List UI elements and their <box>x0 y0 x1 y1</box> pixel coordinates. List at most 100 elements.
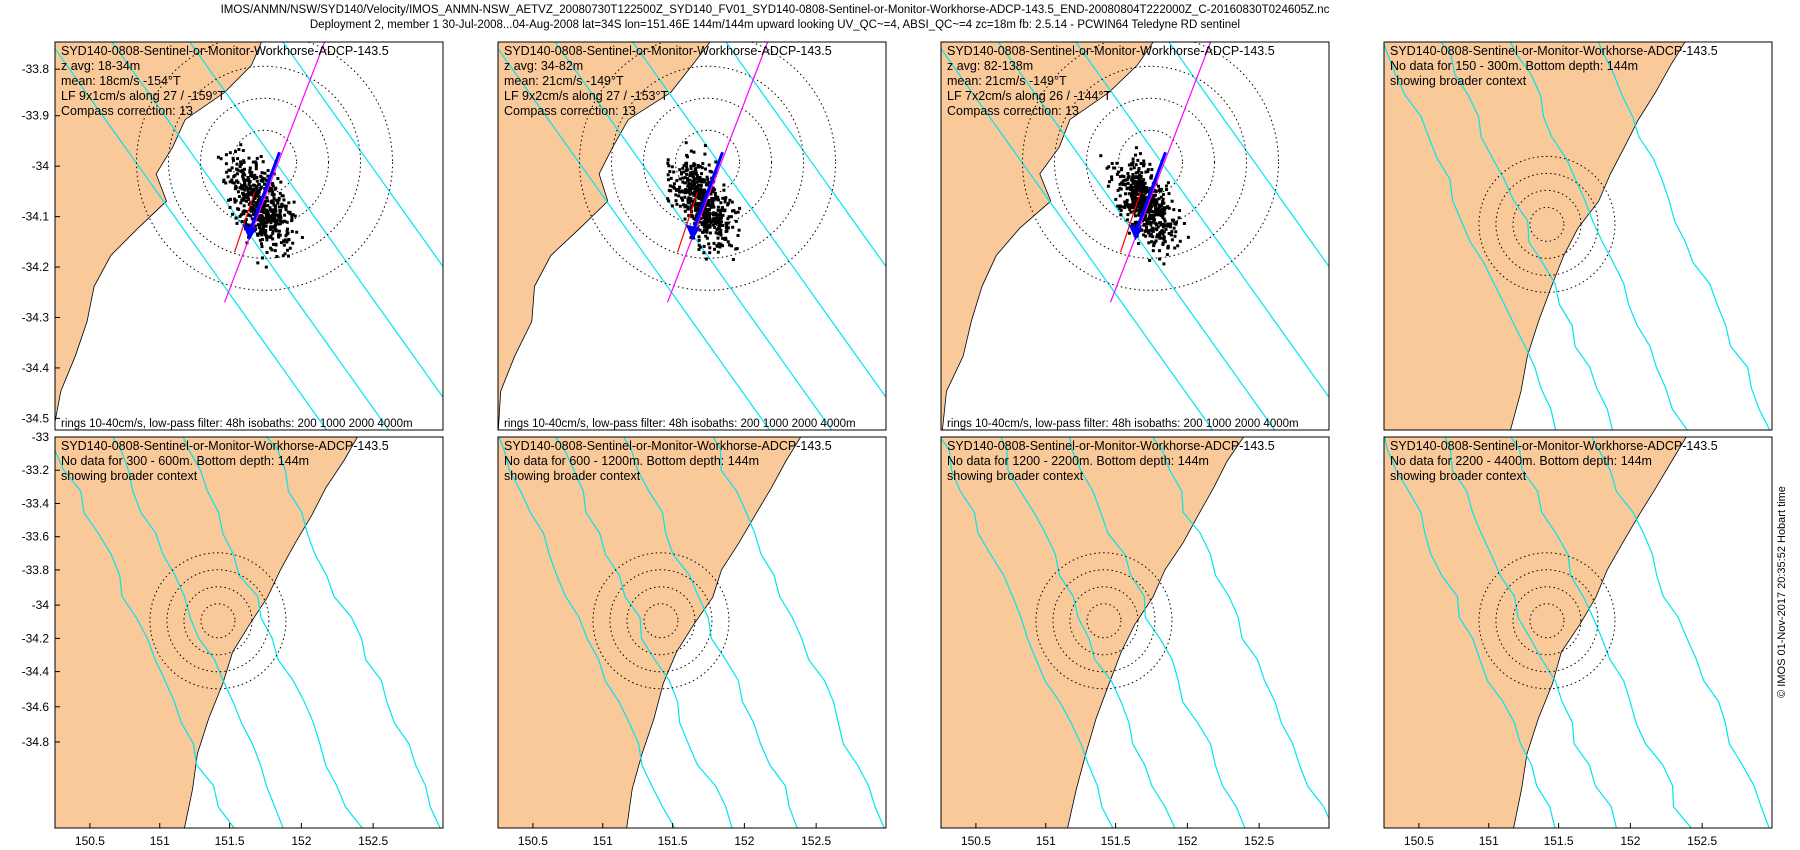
y-tick-label: -34.5 <box>22 411 50 425</box>
isobath-2 <box>997 42 1276 430</box>
panel-label-line-4: LF 7x2cm/s along 26 / -144°T <box>947 89 1111 103</box>
panel-label-line-2: No data for 1200 - 2200m. Bottom depth: … <box>947 454 1209 468</box>
x-tick-label: 152 <box>1620 834 1640 848</box>
land-coastline <box>1384 437 1687 828</box>
isobath-2 <box>554 42 833 430</box>
speed-ring-2 <box>1069 586 1139 656</box>
isobath-3 <box>622 437 798 828</box>
x-tick-label: 152.5 <box>1687 834 1717 848</box>
isobath-1 <box>1384 42 1557 430</box>
panel-frame <box>940 41 1330 431</box>
panel-label-line-3: mean: 21cm/s -149°T <box>947 74 1067 88</box>
panel-label-line-3: mean: 21cm/s -149°T <box>504 74 624 88</box>
panel-frame <box>497 41 887 431</box>
mean-velocity-arrow <box>691 151 724 233</box>
panel-frame <box>54 436 444 829</box>
panel-text: SYD140-0808-Sentinel-or-Monitor-Workhors… <box>1390 44 1718 88</box>
mean-arrow-head <box>242 224 257 241</box>
isobath-3 <box>189 42 443 399</box>
panel-label-line-1: SYD140-0808-Sentinel-or-Monitor-Workhors… <box>61 439 389 453</box>
panel-label-line-2: No data for 300 - 600m. Bottom depth: 14… <box>61 454 309 468</box>
land-coastline <box>1384 42 1686 430</box>
isobath-3 <box>632 42 886 399</box>
y-tick-label: -34 <box>32 159 50 173</box>
y-tick-label: -34.2 <box>22 631 50 645</box>
panel-label-line-5: Compass correction: 13 <box>947 104 1079 118</box>
panel-label-line-1: SYD140-0808-Sentinel-or-Monitor-Workhors… <box>947 439 1275 453</box>
map-panel-p5: SYD140-0808-Sentinel-or-Monitor-Workhors… <box>22 430 444 848</box>
x-tick-label: 151.5 <box>658 834 688 848</box>
speed-ring-1 <box>643 603 679 639</box>
panel-label-line-5: Compass correction: 13 <box>61 104 193 118</box>
isobath-3 <box>1509 42 1688 430</box>
y-tick-label: -34.1 <box>22 210 50 224</box>
panel-frame <box>940 436 1330 829</box>
principal-axis-line <box>223 42 326 303</box>
x-tick-label: 150.5 <box>518 834 548 848</box>
speed-ring-4 <box>1035 552 1173 690</box>
x-tick-label: 150.5 <box>1404 834 1434 848</box>
panel-label-line-2: No data for 150 - 300m. Bottom depth: 14… <box>1390 59 1638 73</box>
y-tick-label: -34.3 <box>22 310 50 324</box>
speed-ring-1 <box>200 603 236 639</box>
x-tick-label: 151.5 <box>215 834 245 848</box>
map-panel-p4: SYD140-0808-Sentinel-or-Monitor-Workhors… <box>1383 41 1773 431</box>
panel-label-line-3: showing broader context <box>504 469 641 483</box>
x-tick-label: 151 <box>150 834 170 848</box>
speed-ring-3 <box>611 65 805 259</box>
panel-frame <box>1383 41 1773 431</box>
panel-label-line-4: LF 9x1cm/s along 27 / -159°T <box>61 89 225 103</box>
y-tick-label: -33.2 <box>22 463 50 477</box>
isobath-1 <box>941 437 1114 828</box>
panel-text: SYD140-0808-Sentinel-or-Monitor-Workhors… <box>1390 439 1718 483</box>
panel-footer-note: rings 10-40cm/s, low-pass filter: 48h is… <box>504 418 856 430</box>
isobath-1 <box>941 47 1214 430</box>
isobath-2 <box>1000 437 1176 828</box>
panel-text: SYD140-0808-Sentinel-or-Monitor-Workhors… <box>947 439 1275 483</box>
panel-label-line-1: SYD140-0808-Sentinel-or-Monitor-Workhors… <box>947 44 1275 58</box>
principal-axis-line <box>666 42 769 303</box>
speed-ring-4 <box>592 552 730 690</box>
x-tick-label: 151.5 <box>1544 834 1574 848</box>
isobath-3 <box>1509 437 1692 828</box>
isobath-4 <box>1597 42 1771 430</box>
isobath-1 <box>498 437 676 828</box>
isobath-1 <box>498 47 771 430</box>
y-tick-label: -33.8 <box>22 62 50 76</box>
y-tick-label: -34 <box>32 598 50 612</box>
map-content <box>1384 437 1772 828</box>
isobath-3 <box>1075 42 1329 399</box>
speed-ring-1 <box>1529 206 1565 242</box>
panel-text: SYD140-0808-Sentinel-or-Monitor-Workhors… <box>61 439 389 483</box>
land-coastline <box>941 437 1245 828</box>
isobath-2 <box>1444 437 1617 828</box>
panel-label-line-4: LF 9x2cm/s along 27 / -153°T <box>504 89 668 103</box>
low-pass-line <box>676 192 699 253</box>
isobath-4 <box>1168 42 1329 268</box>
isobath-1 <box>55 449 235 828</box>
panel-label-line-2: No data for 600 - 1200m. Bottom depth: 1… <box>504 454 759 468</box>
land-coastline <box>498 437 802 828</box>
deployment-subtitle: Deployment 2, member 1 30-Jul-2008...04-… <box>309 19 1241 31</box>
land-coastline <box>498 42 711 430</box>
map-panel-p8: SYD140-0808-Sentinel-or-Monitor-Workhors… <box>1383 436 1773 848</box>
land-coastline <box>55 437 358 828</box>
isobath-2 <box>554 437 733 828</box>
mean-arrow-head <box>685 224 700 241</box>
panel-label-line-3: showing broader context <box>947 469 1084 483</box>
isobath-4 <box>712 437 885 828</box>
panel-text: SYD140-0808-Sentinel-or-Monitor-Workhors… <box>504 44 856 430</box>
panel-text: SYD140-0808-Sentinel-or-Monitor-Workhors… <box>61 44 413 430</box>
low-pass-line <box>1119 192 1142 253</box>
speed-ring-4 <box>579 42 836 291</box>
panel-frame <box>1383 436 1773 829</box>
map-panel-p7: SYD140-0808-Sentinel-or-Monitor-Workhors… <box>940 436 1330 848</box>
x-tick-label: 151.5 <box>1101 834 1131 848</box>
isobath-2 <box>111 437 284 828</box>
x-tick-label: 152 <box>291 834 311 848</box>
panel-label-line-3: showing broader context <box>1390 469 1527 483</box>
isobath-1 <box>55 47 328 430</box>
mean-arrow-head <box>1128 224 1143 241</box>
land-coastline <box>941 42 1154 430</box>
speed-ring-3 <box>166 569 270 673</box>
